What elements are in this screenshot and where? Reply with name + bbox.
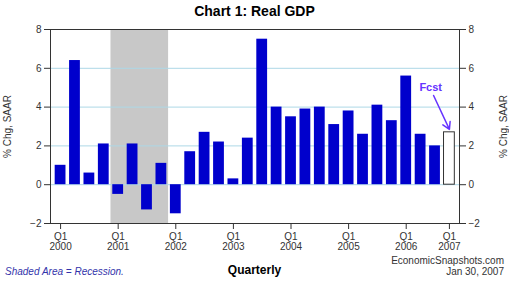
svg-text:Q12005: Q12005 <box>337 231 360 252</box>
svg-text:4: 4 <box>36 101 42 112</box>
svg-text:8: 8 <box>36 24 42 35</box>
svg-text:Q12007: Q12007 <box>438 231 461 252</box>
html-text:Shaded Area = Recession.: Shaded Area = Recession. <box>5 266 124 277</box>
svg-text:2: 2 <box>469 140 475 151</box>
svg-text:Fcst: Fcst <box>419 81 442 93</box>
svg-text:Q12003: Q12003 <box>222 231 245 252</box>
html-text:Chart 1: Real GDP: Chart 1: Real GDP <box>194 3 315 19</box>
svg-text:−2: −2 <box>30 218 42 229</box>
svg-text:Q12006: Q12006 <box>395 231 418 252</box>
svg-text:−2: −2 <box>469 218 481 229</box>
svg-text:% Chg, SAAR: % Chg, SAAR <box>498 95 509 158</box>
svg-text:6: 6 <box>36 63 42 74</box>
html-text:EconomicSnapshots.com Jan 30,: EconomicSnapshots.com Jan 30, 2007 <box>391 255 504 277</box>
svg-text:6: 6 <box>469 63 475 74</box>
svg-text:2: 2 <box>36 140 42 151</box>
svg-text:8: 8 <box>469 24 475 35</box>
svg-text:Q12004: Q12004 <box>280 231 303 252</box>
html-text:Quarterly: Quarterly <box>227 263 282 277</box>
svg-text:% Chg, SAAR: % Chg, SAAR <box>2 95 13 158</box>
svg-text:0: 0 <box>36 179 42 190</box>
svg-text:0: 0 <box>469 179 475 190</box>
svg-text:4: 4 <box>469 101 475 112</box>
svg-text:Q12002: Q12002 <box>165 231 188 252</box>
svg-text:Q12001: Q12001 <box>107 231 130 252</box>
svg-text:Q12000: Q12000 <box>49 231 72 252</box>
